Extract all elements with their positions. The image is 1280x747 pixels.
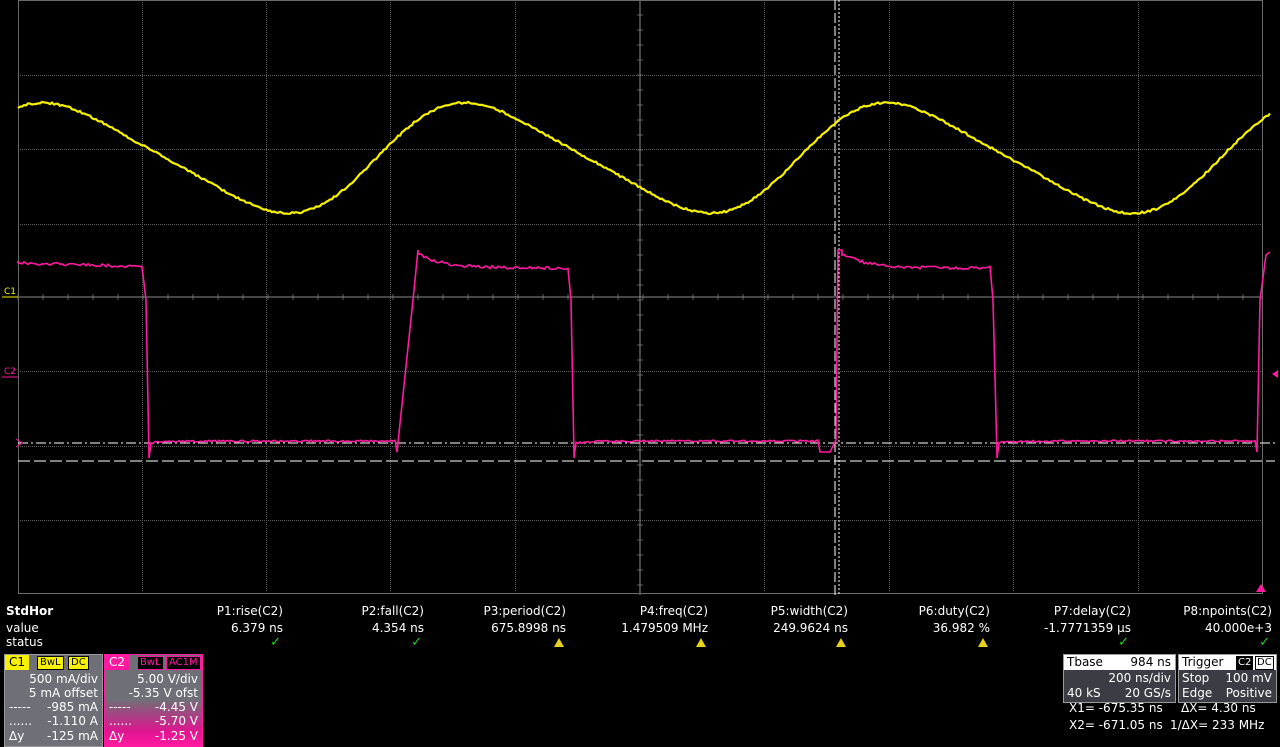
timebase-box[interactable]: Tbase 984 ns 200 ns/div 40 kS 20 GS/s	[1063, 654, 1176, 703]
ch2-tab[interactable]: C2	[105, 655, 129, 670]
ch1-cursor2-mark: ......	[9, 714, 32, 728]
ch1-marker-label: C1	[4, 287, 16, 297]
ch1-offset: 5 mA offset	[29, 686, 98, 700]
cursor-dx-readout: ΔX= 4.30 ns	[1181, 701, 1256, 715]
ch2-ground-marker[interactable]: C2	[2, 367, 18, 377]
timebase-samples: 40 kS	[1067, 686, 1101, 700]
ch2-delta-value: -1.25 V	[155, 729, 198, 743]
timebase-sample-rate: 20 GS/s	[1125, 686, 1171, 700]
status-warning-icon	[554, 635, 564, 649]
param-value-7: -1.7771359 µs	[1044, 621, 1131, 635]
ch2-coupling-tag: AC1M	[166, 656, 201, 670]
measure-row-value-label: value	[6, 621, 39, 635]
status-ok-icon: ✓	[1259, 635, 1270, 650]
measure-row-status-label: status	[6, 635, 43, 649]
cursor-x1-readout: X1= -675.35 ns	[1069, 701, 1163, 715]
timebase-delay: 984 ns	[1130, 655, 1171, 669]
ch1-bandwidth-tag: BwL	[37, 656, 64, 670]
status-ok-icon: ✓	[270, 635, 281, 650]
param-name-8[interactable]: P8:npoints(C2)	[1183, 604, 1272, 618]
cursor-inv-dx-readout: 1/ΔX= 233 MHz	[1170, 718, 1264, 732]
param-value-2: 4.354 ns	[372, 621, 424, 635]
param-name-2[interactable]: P2:fall(C2)	[361, 604, 424, 618]
ch2-descriptor-box[interactable]: C2 BwL AC1M 5.00 V/div -5.35 V ofst ----…	[104, 654, 203, 747]
param-value-3: 675.8998 ns	[491, 621, 566, 635]
status-warning-icon	[696, 635, 706, 649]
ch2-scale: 5.00 V/div	[137, 672, 198, 686]
ch2-bandwidth-tag: BwL	[137, 656, 164, 670]
param-name-6[interactable]: P6:duty(C2)	[919, 604, 990, 618]
trigger-mode: Stop	[1182, 671, 1209, 685]
param-name-1[interactable]: P1:rise(C2)	[217, 604, 283, 618]
ch1-delta-value: -125 mA	[47, 729, 98, 743]
ch1-cursor2-value: -1.110 A	[47, 714, 98, 728]
ch2-cursor2-mark: ......	[109, 714, 132, 728]
ch1-descriptor-box[interactable]: C1 BwL DC 500 mA/div 5 mA offset ----- -…	[4, 654, 103, 747]
param-name-5[interactable]: P5:width(C2)	[771, 604, 848, 618]
ch1-tab[interactable]: C1	[5, 655, 29, 670]
param-name-7[interactable]: P7:delay(C2)	[1054, 604, 1131, 618]
param-value-5: 249.9624 ns	[773, 621, 848, 635]
timebase-scale: 200 ns/div	[1108, 671, 1171, 685]
param-name-3[interactable]: P3:period(C2)	[483, 604, 566, 618]
trigger-type: Edge	[1182, 686, 1212, 700]
ch1-cursor1-value: -985 mA	[47, 700, 98, 714]
measure-row-title: StdHor	[6, 604, 53, 618]
status-ok-icon: ✓	[411, 635, 422, 650]
ch2-cursor1-value: -4.45 V	[155, 700, 198, 714]
ch1-scale: 500 mA/div	[29, 672, 98, 686]
param-name-4[interactable]: P4:freq(C2)	[640, 604, 708, 618]
ch2-delta-label: Δy	[109, 729, 124, 743]
trigger-label: Trigger	[1182, 655, 1223, 669]
status-ok-icon: ✓	[1118, 635, 1129, 650]
param-value-1: 6.379 ns	[231, 621, 283, 635]
ch1-delta-label: Δy	[9, 729, 24, 743]
param-value-8: 40.000e+3	[1205, 621, 1272, 635]
trigger-coupling: DC	[1255, 656, 1274, 670]
param-value-4: 1.479509 MHz	[621, 621, 708, 635]
ch1-coupling-tag: DC	[68, 656, 89, 670]
trigger-source: C2	[1236, 656, 1253, 670]
ch1-cursor1-mark: -----	[9, 700, 31, 714]
ch2-marker-label: C2	[4, 367, 16, 377]
trigger-box[interactable]: Trigger C2 DC Stop 100 mV Edge Positive	[1178, 654, 1277, 703]
param-value-6: 36.982 %	[933, 621, 990, 635]
ch1-ground-marker[interactable]: C1	[2, 287, 18, 297]
ch2-cursor2-value: -5.70 V	[155, 714, 198, 728]
cursor-x2-readout: X2= -671.05 ns	[1069, 718, 1163, 732]
waveform-display[interactable]: C1 C2	[0, 0, 1280, 595]
status-warning-icon	[836, 635, 846, 649]
timebase-label: Tbase	[1067, 655, 1103, 669]
trigger-level: 100 mV	[1225, 671, 1272, 685]
ch2-cursor1-mark: -----	[109, 700, 131, 714]
ch2-offset: -5.35 V ofst	[129, 686, 198, 700]
status-warning-icon	[978, 635, 988, 649]
trigger-slope: Positive	[1226, 686, 1272, 700]
